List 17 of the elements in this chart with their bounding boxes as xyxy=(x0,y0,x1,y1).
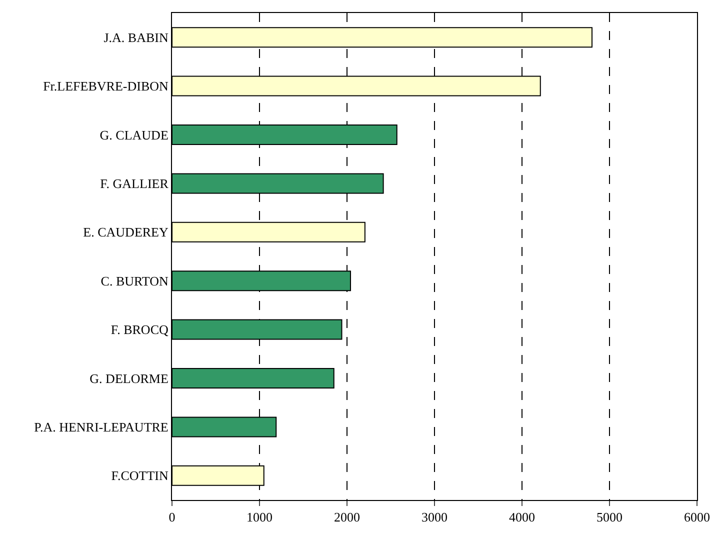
x-tick-label: 6000 xyxy=(684,510,710,525)
y-tick-label: C. BURTON xyxy=(100,273,170,288)
x-tick-label: 0 xyxy=(168,510,176,525)
x-tick-label: 3000 xyxy=(422,510,448,525)
y-tick-label: G. CLAUDE xyxy=(100,127,168,142)
y-tick-label: Fr.LEFEBVRE-DIBON xyxy=(43,78,170,94)
y-tick-label: E. CAUDEREY xyxy=(83,224,170,240)
x-tick-label: 1000 xyxy=(246,510,272,525)
y-tick-label: P.A. HENRI-LEPAUTRE xyxy=(34,420,168,434)
x-tick-label: 4000 xyxy=(509,510,535,525)
y-tick-label: J.A. BABIN xyxy=(104,30,169,45)
x-tick-label: 5000 xyxy=(596,510,622,525)
y-tick-label: F.COTTIN xyxy=(111,468,169,484)
x-tick-label: 2000 xyxy=(334,510,360,525)
y-tick-label: F. BROCQ xyxy=(110,322,170,338)
y-tick-label: G. DELORME xyxy=(90,370,168,386)
y-tick-label: F. GALLIER xyxy=(100,176,169,191)
